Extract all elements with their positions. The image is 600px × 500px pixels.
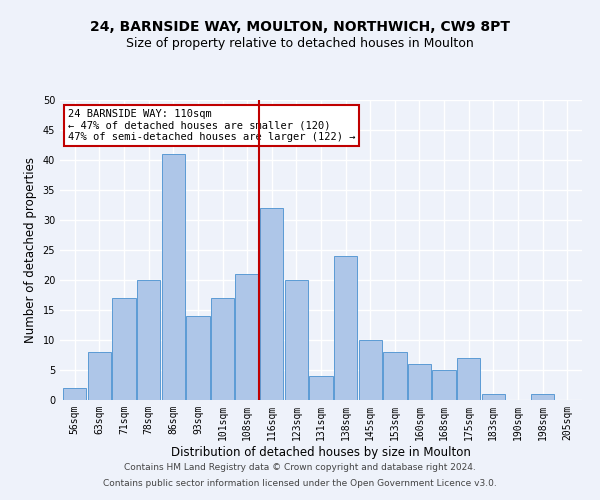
Bar — [260, 208, 283, 400]
Bar — [235, 274, 259, 400]
Bar — [186, 316, 209, 400]
X-axis label: Distribution of detached houses by size in Moulton: Distribution of detached houses by size … — [171, 446, 471, 458]
Bar — [137, 280, 160, 400]
Bar — [482, 394, 505, 400]
Bar — [433, 370, 456, 400]
Bar — [457, 358, 481, 400]
Bar — [310, 376, 332, 400]
Text: Contains public sector information licensed under the Open Government Licence v3: Contains public sector information licen… — [103, 478, 497, 488]
Bar — [63, 388, 86, 400]
Bar — [531, 394, 554, 400]
Bar — [408, 364, 431, 400]
Text: Contains HM Land Registry data © Crown copyright and database right 2024.: Contains HM Land Registry data © Crown c… — [124, 464, 476, 472]
Text: 24, BARNSIDE WAY, MOULTON, NORTHWICH, CW9 8PT: 24, BARNSIDE WAY, MOULTON, NORTHWICH, CW… — [90, 20, 510, 34]
Text: Size of property relative to detached houses in Moulton: Size of property relative to detached ho… — [126, 38, 474, 51]
Bar — [334, 256, 358, 400]
Bar — [88, 352, 111, 400]
Bar — [383, 352, 407, 400]
Y-axis label: Number of detached properties: Number of detached properties — [24, 157, 37, 343]
Bar — [112, 298, 136, 400]
Bar — [359, 340, 382, 400]
Bar — [161, 154, 185, 400]
Bar — [211, 298, 234, 400]
Bar — [284, 280, 308, 400]
Text: 24 BARNSIDE WAY: 110sqm
← 47% of detached houses are smaller (120)
47% of semi-d: 24 BARNSIDE WAY: 110sqm ← 47% of detache… — [68, 109, 355, 142]
